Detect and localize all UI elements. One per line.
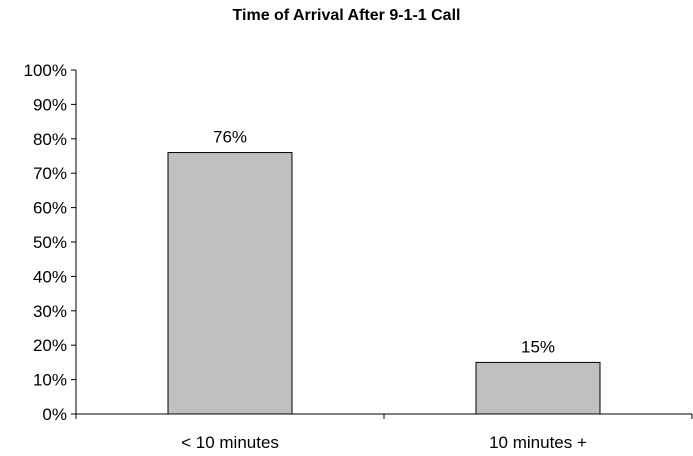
y-tick-label: 0%	[42, 405, 67, 424]
x-tick-label: 10 minutes +	[489, 433, 587, 452]
y-tick-label: 100%	[24, 61, 67, 80]
y-tick-label: 70%	[33, 164, 67, 183]
x-tick-label: < 10 minutes	[181, 433, 279, 452]
y-tick-label: 10%	[33, 371, 67, 390]
bar-1	[475, 361, 601, 415]
y-tick-label: 40%	[33, 267, 67, 286]
y-tick-label: 60%	[33, 199, 67, 218]
y-tick-label: 80%	[33, 130, 67, 149]
data-label: 76%	[213, 128, 247, 147]
bar-0	[167, 152, 293, 415]
y-tick-label: 90%	[33, 95, 67, 114]
data-label: 15%	[521, 337, 555, 356]
y-tick-label: 50%	[33, 233, 67, 252]
y-tick-label: 20%	[33, 336, 67, 355]
chart-title: Time of Arrival After 9-1-1 Call	[232, 7, 461, 24]
y-tick-label: 30%	[33, 302, 67, 321]
